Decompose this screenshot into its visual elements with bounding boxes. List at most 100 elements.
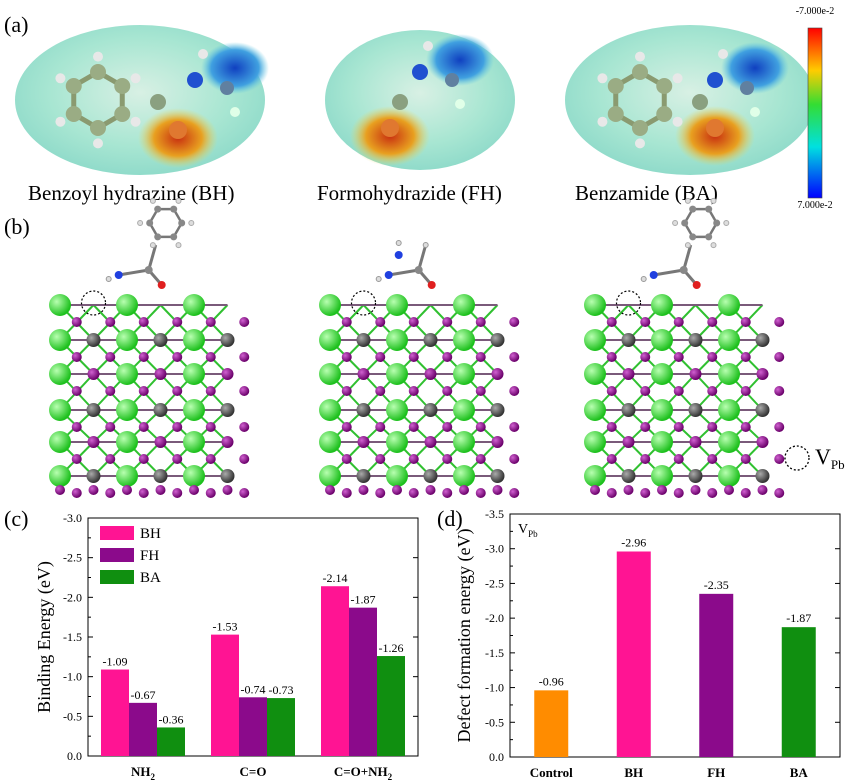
c-atom (755, 403, 770, 417)
pb-atom (453, 294, 475, 316)
i-atom (689, 368, 702, 380)
i-atom (491, 436, 504, 448)
i-atom (606, 454, 617, 464)
pb-atom (183, 465, 205, 487)
carbon-atom (170, 233, 178, 241)
i-atom (690, 485, 701, 495)
c-atom (755, 333, 770, 347)
pb-atom (116, 363, 138, 385)
c-y-tick-label: 0.0 (67, 749, 82, 763)
i-atom (492, 485, 503, 495)
vacancy-marker (350, 290, 377, 316)
pb-atom (116, 399, 138, 421)
i-atom (172, 317, 183, 327)
c-atom (490, 469, 505, 483)
panel-label-b: (b) (4, 214, 30, 239)
panel-label-d: (d) (437, 506, 463, 531)
c-y-axis-label: Binding Energy (eV) (34, 561, 55, 713)
hydrogen-atom (597, 116, 608, 127)
carbon-atom (170, 205, 178, 213)
vacancy-marker (615, 290, 642, 316)
pb-atom (651, 399, 673, 421)
i-atom (357, 368, 370, 380)
i-atom (155, 485, 166, 495)
pb-atom (584, 329, 606, 351)
bond (118, 268, 149, 277)
i-atom (606, 352, 617, 362)
i-atom (774, 352, 785, 362)
carbon-atom (607, 78, 624, 94)
i-atom (408, 488, 419, 498)
hydrogen-atom (750, 107, 760, 117)
i-atom (122, 485, 132, 495)
hydrogen-atom (55, 116, 66, 127)
molecule-name-fh: Formohydrazide (FH) (317, 181, 502, 205)
c-atom (621, 333, 636, 347)
oxygen-atom (706, 119, 724, 137)
c-atom (423, 403, 438, 417)
pb-atom (386, 399, 408, 421)
c-atom (86, 469, 101, 483)
c-bar-fh (349, 607, 377, 756)
d-y-tick-label: -0.5 (485, 715, 504, 729)
d-bar-ba (781, 627, 816, 757)
i-atom (442, 454, 453, 464)
i-atom (491, 368, 504, 380)
i-atom (475, 386, 486, 396)
c-y-tick-label: -3.0 (63, 511, 82, 525)
pb-atom (319, 363, 341, 385)
i-atom (640, 422, 651, 432)
pb-atom (49, 431, 71, 453)
hydrogen-atom (672, 73, 683, 84)
d-x-tick-label: FH (707, 765, 725, 780)
i-atom (740, 317, 751, 327)
carbon-atom (705, 233, 713, 241)
pb-atom (453, 363, 475, 385)
i-atom (375, 488, 386, 498)
c-atom (86, 333, 101, 347)
i-atom (375, 386, 386, 396)
hydrogen-atom (230, 107, 240, 117)
c-y-tick-label: -2.5 (63, 551, 82, 565)
pb-atom (386, 363, 408, 385)
oxygen-atom (427, 281, 436, 289)
i-atom (105, 352, 116, 362)
i-atom (222, 485, 233, 495)
d-y-tick-label: -2.5 (485, 576, 504, 590)
c-y-tick-label: -0.5 (63, 709, 82, 723)
bond (417, 244, 428, 271)
pb-atom (453, 465, 475, 487)
vacancy-marker (80, 290, 107, 316)
carbon-atom (178, 219, 186, 227)
c-atom (688, 469, 703, 483)
i-atom (673, 317, 684, 327)
molecule-name-bh: Benzoyl hydrazine (BH) (28, 181, 234, 205)
vacancy-legend-label: VPb (815, 444, 845, 472)
d-y-axis-label: Defect formation energy (eV) (454, 528, 475, 742)
i-atom (623, 485, 634, 495)
hydrogen-atom (422, 242, 429, 248)
i-atom (138, 317, 149, 327)
pb-atom (116, 329, 138, 351)
d-data-label: -1.87 (786, 611, 811, 625)
hydrogen-atom (635, 138, 645, 149)
hydrogen-atom (635, 51, 645, 62)
i-atom (740, 454, 751, 464)
c-bar-bh (211, 634, 239, 756)
i-atom (509, 317, 520, 327)
d-x-tick-label: BH (624, 765, 643, 780)
carbon-atom (114, 106, 131, 122)
pb-atom (116, 431, 138, 453)
oxygen-atom (381, 119, 399, 137)
hydrogen-atom (640, 276, 647, 282)
pb-atom (584, 399, 606, 421)
vacancy-legend-icon (784, 445, 810, 471)
i-atom (673, 422, 684, 432)
d-bar-bh (616, 551, 651, 757)
esp-surface-2 (565, 25, 815, 175)
carbon-atom (692, 94, 708, 110)
c-legend-swatch-fh (100, 548, 134, 562)
c-atom (86, 403, 101, 417)
nitrogen-atom (384, 271, 393, 279)
perovskite-slabs (49, 197, 785, 498)
